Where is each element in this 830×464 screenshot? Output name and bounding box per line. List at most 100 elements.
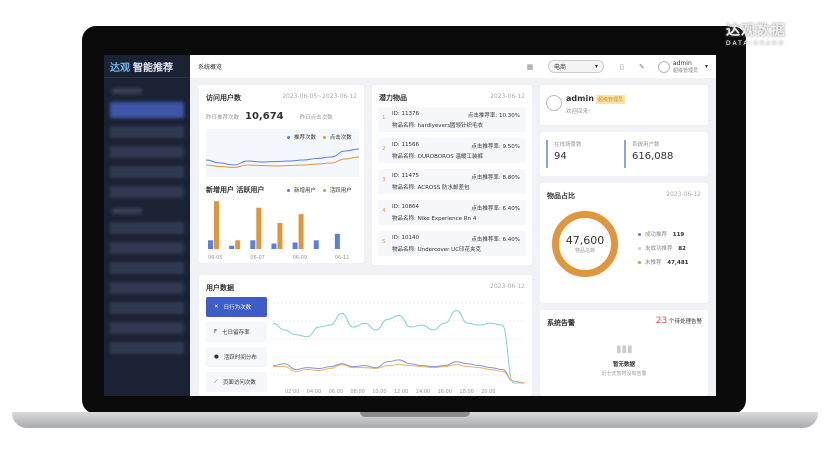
visits-date: 2023-06-05~2023-06-12 bbox=[282, 93, 357, 100]
item-name: 物品名称: OUROBOROS 温暖工装裤 bbox=[392, 154, 484, 160]
stat-value: 94 bbox=[554, 151, 567, 162]
potential-date: 2023-06-12 bbox=[490, 93, 525, 100]
tab-stopwatch[interactable]: ● 活跃时间分布 bbox=[206, 347, 267, 367]
potential-item[interactable]: 3 ID: 11475 点击推荐率: 8.80% 物品名称: ACROSS 防水邮差包 bbox=[378, 169, 526, 194]
new-users-bar bbox=[208, 240, 213, 249]
document-icon[interactable]: ▯ bbox=[620, 62, 624, 71]
logo: 达观 智能推荐 bbox=[104, 55, 190, 78]
legend-click: 点击次数 bbox=[329, 135, 352, 141]
retention-icon: F bbox=[214, 329, 218, 335]
active-users-bar bbox=[256, 207, 262, 249]
sidebar-item[interactable] bbox=[110, 302, 184, 314]
visits-line-chart bbox=[206, 129, 359, 177]
user-data-series-line bbox=[273, 359, 526, 384]
tab-page-visit[interactable]: ⟋ 页面访问次数 bbox=[206, 372, 267, 392]
stat-online-scenes: 在线场景数 94 bbox=[546, 140, 582, 168]
potential-items-card: 潜力物品 2023-06-12 1 ID: 11376 点击推荐率: 10.30% 物… bbox=[372, 85, 532, 265]
sidebar-item[interactable] bbox=[110, 186, 184, 198]
rank: 3 bbox=[382, 177, 386, 183]
laptop-base bbox=[12, 412, 818, 428]
breadcrumb: 系统概览 bbox=[198, 64, 223, 71]
rank: 4 bbox=[382, 208, 386, 214]
scene-select[interactable]: 电商 ▾ bbox=[547, 60, 604, 73]
potential-item[interactable]: 4 ID: 10864 点击推荐率: 6.40% 物品名称: Nike Experie… bbox=[378, 200, 526, 225]
avatar bbox=[657, 60, 670, 73]
item-rate: 点击推荐率: 10.30% bbox=[467, 113, 520, 119]
tab-retention[interactable]: F 七日留存率 bbox=[206, 322, 267, 342]
items-share-card: 物品占比 2023-06-12 47,600 物品总数 成功推荐 119 未成功推… bbox=[540, 183, 708, 303]
user-data-series-line bbox=[273, 364, 526, 384]
x-tick-label: 14:00 bbox=[416, 389, 430, 395]
user-data-title: 用户数据 bbox=[206, 284, 234, 292]
series-recommend-line bbox=[206, 148, 359, 166]
sidebar-item[interactable] bbox=[110, 342, 184, 354]
potential-item[interactable]: 2 ID: 11566 点击推荐率: 9.50% 物品名称: OUROBOROS 温暖… bbox=[378, 138, 526, 163]
items-donut-chart: 47,600 物品总数 bbox=[552, 211, 618, 277]
dashboard-screen: 达观 智能推荐 系统概览 ▦ 电商 ▾ ▯ ✎ admin 超级管理员 ▾ 访问用户数 … bbox=[104, 55, 716, 396]
user-data-series-line bbox=[273, 310, 525, 384]
sidebar-item[interactable] bbox=[110, 242, 184, 254]
potential-item[interactable]: 5 ID: 10140 点击推荐率: 6.40% 物品名称: Undercover U… bbox=[378, 231, 526, 256]
edit-icon[interactable]: ✎ bbox=[639, 62, 645, 71]
x-tick-label: 08:00 bbox=[350, 389, 364, 395]
sidebar-item[interactable] bbox=[110, 126, 184, 138]
greeting: 欢迎回来! bbox=[566, 109, 591, 115]
x-tick-label: 02:00 bbox=[285, 389, 299, 395]
new-users-bar bbox=[271, 243, 277, 249]
potential-title: 潜力物品 bbox=[379, 94, 407, 102]
new-users-bar bbox=[313, 240, 319, 249]
empty-title: 暂无数据 bbox=[612, 362, 635, 368]
sidebar-item[interactable] bbox=[110, 222, 184, 234]
empty-desc: 近七天暂时没有告警 bbox=[601, 371, 647, 377]
item-rate: 点击推荐率: 9.50% bbox=[471, 144, 520, 150]
user-role: 超级管理员 bbox=[672, 67, 698, 74]
potential-item[interactable]: 1 ID: 11376 点击推荐率: 10.30% 物品名称: hardlyevers… bbox=[378, 107, 526, 132]
users-bar-legend: 新增用户 活跃用户 bbox=[287, 186, 352, 194]
user-menu[interactable]: admin 超级管理员 ▾ bbox=[657, 59, 708, 74]
caret-down-icon: ▾ bbox=[704, 63, 708, 70]
legend-new-users: 新增用户 bbox=[294, 188, 317, 194]
sidebar-group bbox=[112, 208, 142, 214]
x-tick-label: 10:00 bbox=[372, 389, 386, 395]
user-name: admin bbox=[672, 59, 692, 67]
visits-card: 访问用户数 2023-06-05~2023-06-12 昨日推荐次数 10,67… bbox=[199, 85, 364, 263]
sidebar-item[interactable] bbox=[110, 102, 184, 118]
x-tick-label: 06-11 bbox=[335, 255, 350, 261]
x-tick-label: 06-07 bbox=[250, 255, 265, 261]
laptop-notch bbox=[360, 412, 470, 417]
x-tick-label: 12:00 bbox=[394, 389, 408, 395]
page-visit-icon: ⟋ bbox=[214, 378, 218, 385]
user-data-card: 用户数据 2023-06-12 ✕ 日行为次数 F 七日留存率 ● 活跃时间分布 ⟋ 页面访问… bbox=[199, 275, 532, 396]
profile-name: admin bbox=[566, 94, 594, 103]
active-users-bar bbox=[277, 222, 283, 249]
x-tick-label: 18:00 bbox=[459, 389, 473, 395]
item-rate: 点击推荐率: 8.80% bbox=[471, 175, 520, 181]
share-legend-item: 未成功推荐 82 bbox=[638, 244, 689, 252]
sidebar-item[interactable] bbox=[110, 166, 184, 178]
stat-system-users: 系统用户数 616,088 bbox=[624, 140, 673, 168]
new-users-bar bbox=[229, 245, 235, 249]
sidebar: 达观 智能推荐 bbox=[104, 55, 190, 396]
sidebar-item[interactable] bbox=[110, 282, 184, 294]
stat-label: 系统用户数 bbox=[632, 142, 660, 148]
x-tick-label: 20:00 bbox=[481, 389, 495, 395]
visits-legend: 推荐次数 点击次数 bbox=[287, 133, 352, 141]
profile-card: admin 超级管理员 欢迎回来! bbox=[540, 85, 708, 125]
alerts-title: 系统告警 bbox=[547, 319, 575, 327]
stat-label: 在线场景数 bbox=[554, 142, 582, 148]
tab-behavior[interactable]: ✕ 日行为次数 bbox=[206, 297, 267, 317]
donut-total-label: 物品总数 bbox=[574, 248, 595, 254]
grid-icon[interactable]: ▦ bbox=[526, 62, 534, 71]
users-bar-chart: 06-05 06-07 06-09 06-11 bbox=[208, 201, 350, 261]
sidebar-item[interactable] bbox=[110, 322, 184, 334]
sidebar-item[interactable] bbox=[110, 146, 184, 158]
items-share-title: 物品占比 bbox=[547, 192, 575, 200]
sidebar-item[interactable] bbox=[110, 262, 184, 274]
alerts-card: 系统告警 23 个待处理告警 ▮▮▮ 暂无数据 近七天暂时没有告警 bbox=[540, 310, 708, 396]
alert-count: 23 bbox=[655, 316, 668, 326]
items-share-date: 2023-06-12 bbox=[666, 191, 701, 198]
share-legend-item: 未推荐 47,481 bbox=[638, 258, 689, 266]
legend-recommend: 推荐次数 bbox=[294, 135, 317, 141]
top-header: 系统概览 ▦ 电商 ▾ ▯ ✎ admin 超级管理员 ▾ bbox=[190, 55, 716, 78]
yesterday-recommend-label: 昨日推荐次数 bbox=[206, 115, 240, 121]
